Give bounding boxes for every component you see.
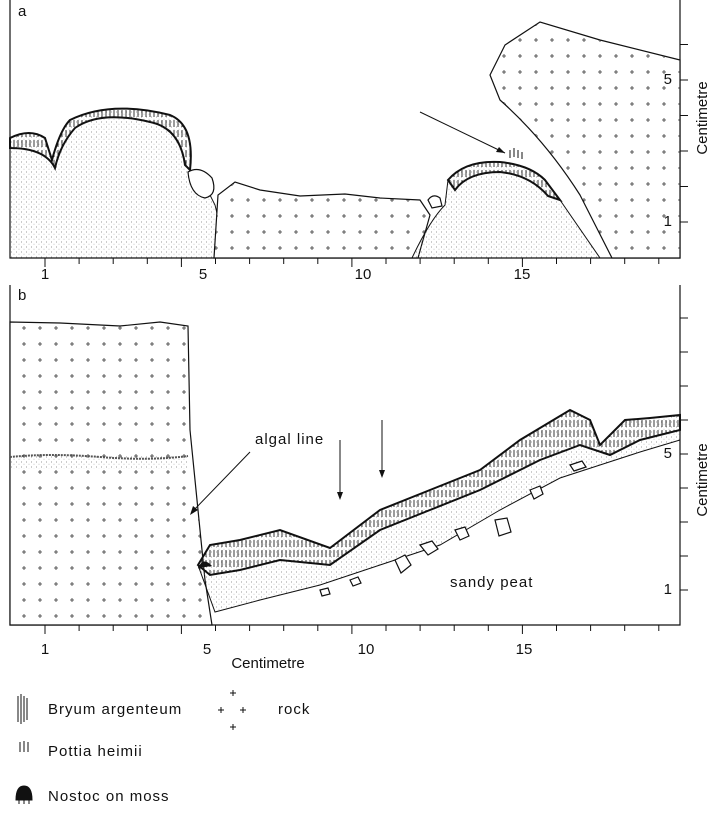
y-tick-label: 5 <box>664 445 672 462</box>
legend-label: rock <box>278 701 310 718</box>
panel-label: b <box>18 287 26 304</box>
x-tick-label: 5 <box>203 641 211 658</box>
moss-cushion <box>196 408 681 577</box>
rock-pebble <box>319 460 587 597</box>
nostoc <box>198 561 212 568</box>
legend-label: Nostoc on moss <box>48 788 170 805</box>
y-tick-label: 1 <box>664 581 672 598</box>
arrow-head <box>337 492 343 500</box>
x-tick-label: 15 <box>516 641 533 658</box>
y-tick-label: 5 <box>664 71 672 88</box>
x-tick-label: 10 <box>355 266 372 283</box>
legend-icon-nostoc <box>15 785 33 804</box>
panel-b: algal line sandy peat b Centimetre Centi… <box>9 285 711 672</box>
arrow-head <box>379 470 385 478</box>
legend-icon-pottia <box>19 741 29 752</box>
x-tick-label: 1 <box>41 641 49 658</box>
legend-label: Pottia heimii <box>48 743 143 760</box>
rock-pebble <box>427 195 443 209</box>
algal-line-top <box>9 454 189 460</box>
annotation: sandy peat <box>450 574 533 591</box>
legend-icon-rock <box>218 690 246 730</box>
algal-line <box>10 455 188 469</box>
panel-a: a Centimetre <box>9 0 711 259</box>
legend: Bryum argenteum rock Pottia heimii Nosto… <box>15 690 310 805</box>
annotation: algal line <box>255 431 324 448</box>
y-axis-title: Centimetre <box>694 81 711 154</box>
rock-area <box>489 21 681 259</box>
panel-label: a <box>18 3 27 20</box>
y-axis-title: Centimetre <box>694 443 711 516</box>
x-axis-title: Centimetre <box>231 655 304 672</box>
y-tick-label: 1 <box>664 213 672 230</box>
arrow <box>191 451 251 513</box>
legend-label: Bryum argenteum <box>48 701 182 718</box>
moss-cushion <box>9 107 192 173</box>
rock-area <box>213 181 431 259</box>
moss-cushion <box>446 160 563 202</box>
arrow-head <box>190 506 198 515</box>
pottia-tufts <box>509 148 523 159</box>
arrow <box>419 111 506 154</box>
x-tick-label: 10 <box>358 641 375 658</box>
rock-pebble <box>187 168 215 199</box>
x-tick-label: 1 <box>41 266 49 283</box>
x-tick-label: 15 <box>514 266 531 283</box>
arrow-head <box>496 147 505 153</box>
rock-area <box>9 321 213 626</box>
x-tick-label: 5 <box>199 266 207 283</box>
legend-icon-bryum <box>17 694 28 724</box>
